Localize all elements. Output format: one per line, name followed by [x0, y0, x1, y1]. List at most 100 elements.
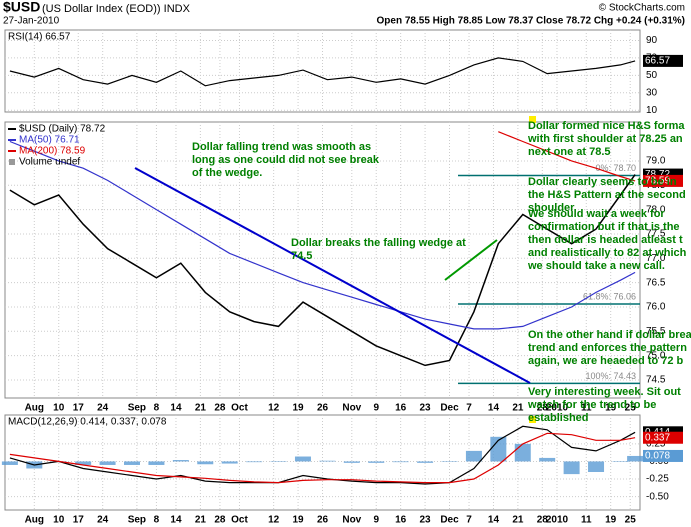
x-tick-label: 17: [73, 515, 85, 526]
histogram-bar: [563, 461, 580, 475]
histogram-bar: [627, 455, 644, 462]
y-tick-label: 50: [646, 70, 658, 81]
annotation: trend and enforces the pattern: [528, 342, 687, 354]
annotation: Very interesting week. Sit out: [528, 386, 681, 398]
legend-label: MA(200) 78.59: [19, 146, 86, 157]
panel-title: RSI(14) 66.57: [8, 32, 71, 43]
symbol: $USD: [3, 0, 40, 15]
annotation: again, we are heaeded to 72 b: [528, 355, 684, 367]
y-tick-label: 76.0: [646, 302, 666, 313]
histogram-bar: [221, 461, 238, 464]
annotation: long as one could did not see break: [192, 154, 380, 166]
last-value-box: [643, 449, 683, 462]
fib-label: 100%: 74.43: [585, 371, 636, 381]
last-value: 78.59: [645, 176, 670, 187]
x-tick-label: 19: [293, 515, 305, 526]
x-tick-label: 10: [53, 403, 65, 414]
histogram-bar: [465, 450, 482, 462]
x-tick-label: 23: [420, 515, 432, 526]
annotation: Dollar formed nice H&S forma: [528, 120, 685, 132]
date: 27-Jan-2010: [3, 16, 60, 27]
x-tick-label: 14: [488, 515, 500, 526]
annotation: then dollar is headed atleast t: [528, 234, 683, 246]
x-tick-label: 2010: [546, 403, 569, 414]
x-tick-label: Oct: [231, 515, 248, 526]
series-line: [9, 174, 636, 367]
last-value: 0.337: [645, 432, 670, 443]
annotation: the H&S Pattern at the second: [528, 189, 686, 201]
histogram-bar: [1, 461, 18, 465]
x-tick-label: 2010: [546, 515, 569, 526]
y-tick-label: 79.0: [646, 156, 666, 167]
x-tick-label: 19: [605, 403, 617, 414]
annotation: shoulder: [528, 202, 575, 214]
y-tick-label: 76.5: [646, 277, 666, 288]
annotation: Dollar breaks the falling wedge at: [291, 237, 466, 249]
x-tick-label: 14: [170, 403, 182, 414]
x-tick-label: Nov: [342, 403, 361, 414]
marker: [529, 416, 536, 423]
histogram-bar: [368, 461, 385, 463]
x-tick-label: Dec: [440, 403, 459, 414]
x-tick-label: 24: [97, 515, 109, 526]
annotation: and realistically to 82 at which: [528, 247, 687, 259]
histogram-bar: [246, 461, 263, 463]
x-tick-label: 16: [395, 403, 407, 414]
panel-frame: [4, 29, 641, 113]
x-tick-label: 28: [537, 515, 549, 526]
x-tick-label: 23: [420, 403, 432, 414]
legend-label: $USD (Daily) 78.72: [19, 124, 106, 135]
y-tick-label: -0.50: [646, 491, 669, 502]
y-tick-label: 75.0: [646, 350, 666, 361]
y-tick-label: 74.5: [646, 375, 666, 386]
annotation: On the other hand if dollar brea: [528, 329, 691, 341]
last-value: 66.57: [645, 56, 670, 67]
histogram-bar: [294, 456, 311, 462]
x-tick-label: 19: [605, 515, 617, 526]
x-tick-label: Sep: [128, 515, 146, 526]
last-value: 0.078: [645, 451, 670, 462]
x-tick-label: Sep: [128, 403, 146, 414]
fib-label: 0%: 78.70: [595, 163, 636, 173]
y-tick-label: 78.0: [646, 204, 666, 215]
x-tick-label: 28: [537, 403, 549, 414]
x-tick-label: 21: [512, 515, 524, 526]
x-tick-label: 9: [373, 515, 379, 526]
x-tick-label: 11: [581, 403, 592, 414]
panel-title: MACD(12,26,9) 0.414, 0.337, 0.078: [8, 417, 167, 428]
x-tick-label: 12: [268, 403, 280, 414]
x-tick-label: Aug: [25, 515, 44, 526]
histogram-bar: [514, 443, 531, 462]
annotation: Dollar falling trend was smooth as: [192, 141, 371, 153]
histogram-bar: [172, 460, 189, 462]
histogram-bar: [319, 460, 336, 462]
symbol-name: (US Dollar Index (EOD)) INDX: [42, 3, 191, 15]
annotation: of the wedge.: [192, 167, 262, 179]
marker: [529, 116, 536, 123]
histogram-bar: [197, 461, 214, 465]
histogram-bar: [490, 436, 507, 462]
annotation: with first shoulder at 78.25 an: [527, 133, 683, 145]
y-tick-label: 30: [646, 87, 658, 98]
annotation: We should wait a week for: [528, 208, 665, 220]
x-tick-label: 17: [73, 403, 85, 414]
series-line: [9, 57, 636, 87]
y-tick-label: -0.25: [646, 474, 669, 485]
x-tick-label: 21: [195, 515, 207, 526]
x-tick-label: 11: [581, 515, 592, 526]
y-tick-label: 0.25: [646, 438, 666, 449]
x-tick-label: 8: [154, 403, 160, 414]
histogram-bar: [417, 461, 434, 463]
x-tick-label: 28: [214, 403, 226, 414]
x-tick-label: 10: [53, 515, 65, 526]
x-tick-label: 25: [625, 515, 637, 526]
histogram-bar: [148, 461, 165, 465]
x-tick-label: 12: [268, 515, 280, 526]
x-tick-label: 14: [170, 515, 182, 526]
x-tick-label: 21: [512, 403, 524, 414]
series-line: [498, 131, 636, 182]
histogram-bar: [539, 457, 556, 462]
histogram-bar: [75, 461, 92, 465]
